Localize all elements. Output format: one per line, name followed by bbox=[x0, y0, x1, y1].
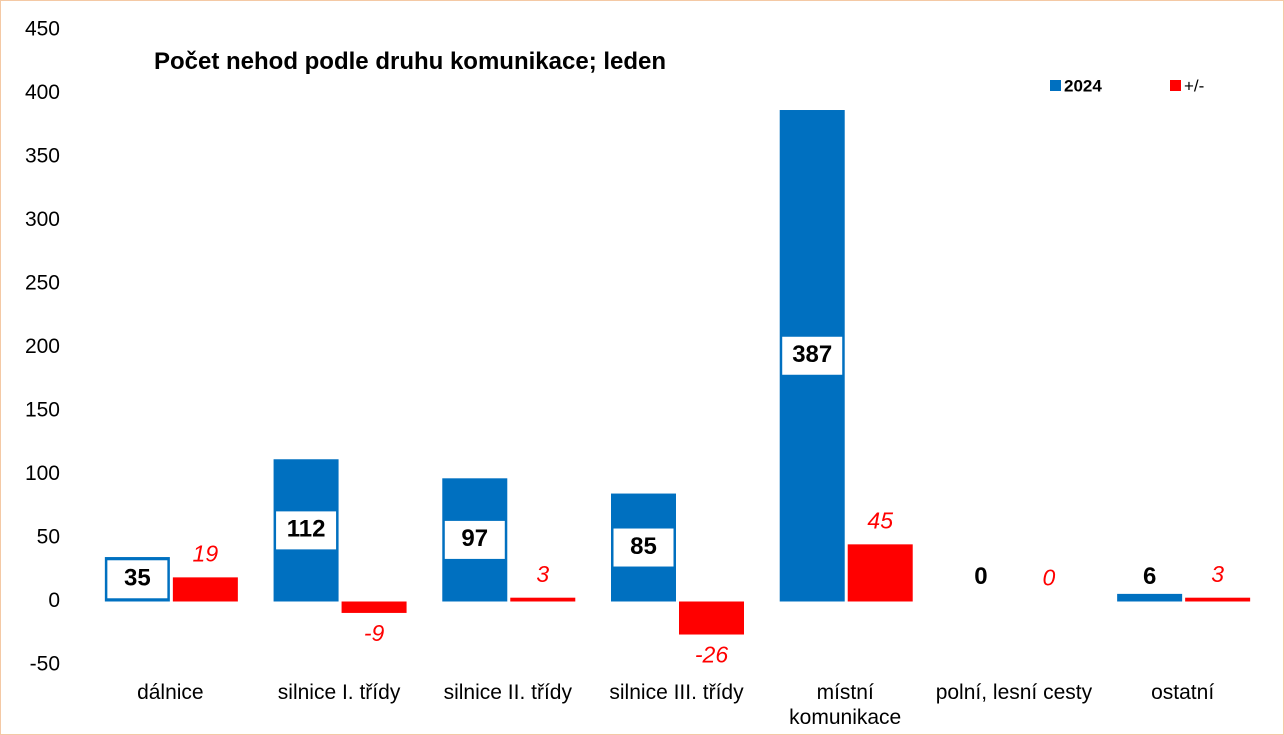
y-tick-label: -50 bbox=[30, 653, 60, 676]
x-tick-label: silnice II. třídy bbox=[443, 681, 572, 704]
label-box bbox=[107, 560, 168, 599]
x-tick-label: silnice I. třídy bbox=[277, 681, 401, 704]
y-tick-label: 100 bbox=[25, 462, 60, 485]
y-tick-label: 250 bbox=[25, 272, 60, 295]
bar bbox=[1117, 593, 1183, 602]
value-label: 112 bbox=[287, 516, 326, 543]
bar bbox=[341, 601, 407, 613]
x-tick-label: místní komunikace bbox=[789, 681, 902, 729]
legend-swatch bbox=[1050, 80, 1061, 91]
y-tick-label: 0 bbox=[48, 589, 60, 612]
x-tick-label: ostatní bbox=[1151, 681, 1215, 704]
value-label: 35 bbox=[124, 565, 151, 592]
value-label: 387 bbox=[792, 341, 832, 368]
label-box bbox=[782, 336, 843, 375]
x-tick-label: silnice III. třídy bbox=[609, 681, 744, 704]
value-label: 45 bbox=[867, 507, 893, 533]
value-label: 6 bbox=[1143, 563, 1156, 590]
y-tick-label: 300 bbox=[25, 208, 60, 231]
bar bbox=[847, 544, 913, 602]
legend-label: 2024 bbox=[1064, 76, 1102, 95]
value-label: 97 bbox=[461, 525, 488, 552]
bar bbox=[510, 597, 576, 602]
y-tick-label: 150 bbox=[25, 399, 60, 422]
bar bbox=[679, 601, 744, 635]
y-tick-label: 350 bbox=[25, 145, 60, 168]
bar bbox=[172, 577, 238, 602]
label-box bbox=[613, 528, 674, 567]
legend-label: +/- bbox=[1184, 76, 1204, 95]
x-tick-label: polní, lesní cesty bbox=[935, 681, 1093, 704]
value-label: 3 bbox=[536, 561, 549, 587]
value-label: -26 bbox=[695, 642, 728, 668]
value-label: -9 bbox=[364, 620, 385, 646]
y-tick-label: 450 bbox=[25, 18, 60, 41]
bar bbox=[1185, 597, 1251, 602]
value-label: 19 bbox=[193, 540, 219, 566]
value-label: 0 bbox=[974, 563, 987, 590]
value-label: 85 bbox=[630, 533, 657, 560]
y-tick-label: 400 bbox=[25, 81, 60, 104]
y-tick-label: 50 bbox=[37, 526, 60, 549]
chart-title: Počet nehod podle druhu komunikace; lede… bbox=[153, 48, 667, 75]
x-tick-label: dálnice bbox=[137, 681, 204, 704]
legend-swatch bbox=[1170, 80, 1181, 91]
value-label: 0 bbox=[1043, 565, 1056, 591]
label-box bbox=[444, 520, 505, 559]
label-box bbox=[276, 511, 337, 550]
y-tick-label: 200 bbox=[25, 335, 60, 358]
value-label: 3 bbox=[1211, 561, 1224, 587]
